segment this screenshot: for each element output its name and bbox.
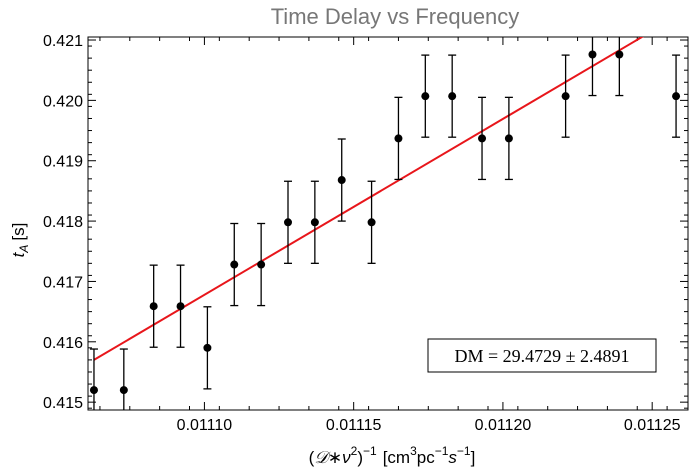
data-point: [337, 176, 346, 185]
y-label-sub: A: [17, 245, 31, 254]
x-tick-label: 0.01115: [326, 417, 382, 434]
x-label-pc-exp: −1: [435, 444, 449, 458]
x-label-pc: pc: [417, 448, 435, 467]
x-label-close: ): [357, 448, 363, 467]
data-point: [394, 134, 403, 143]
data-point: [561, 92, 570, 101]
data-point: [672, 92, 681, 101]
fit-line: [93, 37, 644, 361]
x-label-inv-exp: −1: [363, 444, 377, 458]
data-point: [203, 343, 212, 352]
x-label-unit-open: [cm: [383, 448, 410, 467]
x-label-nu-exp: 2: [351, 444, 358, 458]
chart-title: Time Delay vs Frequency: [271, 4, 520, 29]
y-tick-label: 0.420: [43, 93, 83, 110]
data-point: [588, 50, 597, 59]
data-points: [89, 50, 681, 395]
x-label-unit-close: ]: [471, 448, 476, 467]
x-label-star: ∗: [328, 448, 342, 467]
x-label-open: (: [309, 448, 315, 467]
plot-border: [87, 36, 689, 411]
data-point: [448, 92, 457, 101]
data-point: [478, 134, 487, 143]
x-label-d: 𝒟: [314, 448, 331, 467]
data-point: [367, 218, 376, 227]
x-label-cm-exp: 3: [410, 444, 417, 458]
annotation-text: DM = 29.4729 ± 2.4891: [454, 346, 629, 366]
x-tick-label: 0.01125: [624, 417, 681, 434]
data-point: [310, 218, 319, 227]
data-point: [421, 92, 430, 101]
plot-frame: [87, 36, 689, 411]
x-axis-ticks: 0.01110 0.01115 0.01120 0.01125: [99, 37, 681, 434]
x-label-s-exp: −1: [457, 444, 471, 458]
y-axis-label: tA [s]: [9, 223, 31, 258]
dm-annotation: DM = 29.4729 ± 2.4891: [427, 338, 657, 373]
x-tick-label: 0.01110: [177, 417, 233, 434]
data-point: [257, 260, 266, 269]
y-tick-label: 0.415: [43, 395, 83, 412]
y-label-main: t: [9, 251, 28, 257]
y-axis-ticks: 0.415 0.416 0.417 0.418 0.419 0.420 0.421: [43, 33, 688, 412]
x-label-nu: ν: [342, 448, 351, 467]
y-label-unit: [s]: [9, 223, 28, 241]
data-point: [149, 302, 158, 311]
data-point: [504, 134, 513, 143]
annotation-box: [427, 338, 657, 373]
data-point: [89, 386, 98, 395]
data-point: [284, 218, 292, 227]
data-point: [119, 386, 128, 395]
y-tick-label: 0.419: [43, 154, 83, 171]
data-point: [615, 50, 624, 59]
fit-line-layer: [93, 37, 644, 361]
x-label-s: s: [448, 448, 457, 467]
y-tick-label: 0.416: [43, 335, 83, 352]
data-point: [230, 260, 239, 269]
y-tick-label: 0.418: [43, 214, 83, 231]
x-axis-label: (𝒟∗ν2)−1 [cm3pc−1s−1]: [309, 444, 476, 467]
y-tick-label: 0.417: [43, 274, 83, 291]
data-point: [176, 302, 185, 311]
x-tick-label: 0.01120: [475, 417, 532, 434]
y-tick-label: 0.421: [43, 33, 83, 50]
